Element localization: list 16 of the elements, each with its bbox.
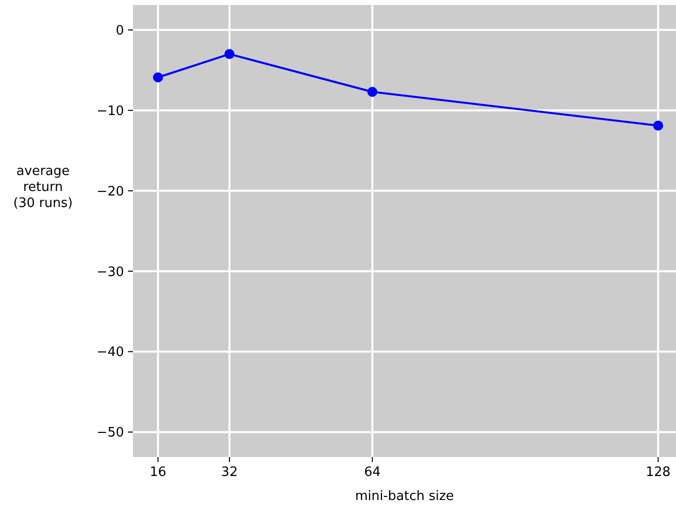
y-axis-title: average return (30 runs) xyxy=(13,164,73,211)
x-tick-label: 16 xyxy=(150,465,166,480)
x-tick-label: 32 xyxy=(221,465,238,480)
y-tick-label: 0 xyxy=(116,23,124,38)
point xyxy=(367,86,378,97)
y-tick-label: −40 xyxy=(96,345,124,360)
y-tick-label: −50 xyxy=(96,426,124,441)
y-tick-label: −20 xyxy=(96,184,124,200)
point xyxy=(653,120,664,131)
y-tick-label: −30 xyxy=(96,264,124,280)
y-tick-label: −10 xyxy=(96,104,124,119)
point xyxy=(153,72,164,82)
x-tick-label: 64 xyxy=(364,465,381,480)
x-tick-label: 128 xyxy=(646,465,671,480)
x-axis-title: mini-batch size xyxy=(355,489,454,504)
point xyxy=(224,49,234,60)
